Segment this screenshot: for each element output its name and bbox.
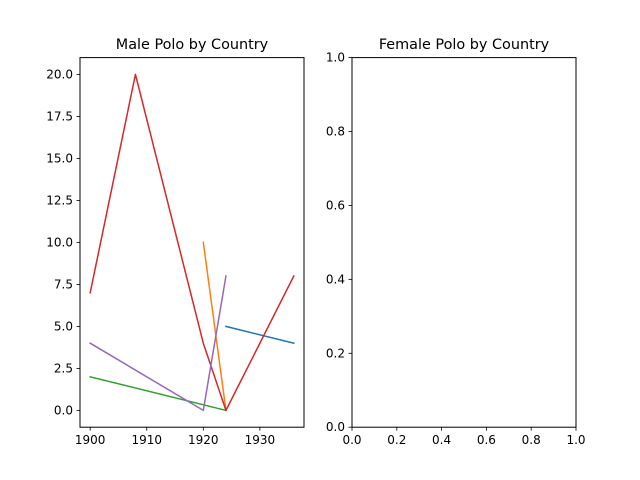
female-polo-frame — [351, 57, 577, 428]
male-polo-axes: Male Polo by Country 1900 1910 1920 1930 0.0… — [46, 37, 305, 447]
male-polo-frame — [79, 57, 305, 428]
male-polo-ticks: 1900 1910 1920 1930 0.0 2.5 5.0 7.5 10.0 12.5 15.0… — [46, 67, 275, 447]
female-polo-x-tick-label: 0.6 — [477, 433, 496, 447]
male-polo-y-tick-label: 0.0 — [54, 403, 73, 417]
male-polo-series-line-2 — [202, 241, 227, 412]
female-polo-y-tick-label: 0.2 — [326, 346, 345, 360]
male-polo-y-tick-label: 5.0 — [54, 319, 73, 333]
female-polo-y-tick-label: 0.4 — [326, 272, 345, 286]
male-polo-x-tick-label: 1930 — [245, 433, 276, 447]
male-polo-y-tick-label: 20.0 — [46, 67, 73, 81]
female-polo-y-tick-label: 1.0 — [326, 51, 345, 65]
male-polo-series-line-5 — [89, 275, 227, 412]
male-polo-y-tick-label: 17.5 — [46, 109, 73, 123]
female-polo-x-tick-label: 1.0 — [566, 433, 585, 447]
female-polo-axes: Female Polo by Country 0.0 0.2 0.4 0.6 0.8 1.… — [326, 37, 586, 447]
male-polo-x-tick-label: 1920 — [188, 433, 219, 447]
male-polo-y-tick-label: 15.0 — [46, 151, 73, 165]
male-polo-x-tick-label: 1910 — [131, 433, 162, 447]
male-polo-title: Male Polo by Country — [116, 37, 269, 53]
male-polo-x-tick-label: 1900 — [75, 433, 106, 447]
female-polo-y-tick-label: 0.0 — [326, 420, 345, 434]
female-polo-x-tick-label: 0.8 — [522, 433, 541, 447]
female-polo-y-tick-label: 0.8 — [326, 125, 345, 139]
female-polo-x-tick-label: 0.2 — [387, 433, 406, 447]
male-polo-y-tick-label: 12.5 — [46, 193, 73, 207]
female-polo-title: Female Polo by Country — [379, 37, 550, 53]
male-polo-series-line-1 — [225, 325, 295, 345]
male-polo-y-tick-label: 10.0 — [46, 235, 73, 249]
male-polo-plot-area — [89, 73, 295, 412]
male-polo-y-tick-label: 7.5 — [54, 277, 73, 291]
male-polo-series-line-4 — [89, 73, 295, 412]
female-polo-x-tick-label: 0.4 — [432, 433, 451, 447]
female-polo-y-tick-label: 0.6 — [326, 198, 345, 212]
female-polo-ticks: 0.0 0.2 0.4 0.6 0.8 1.0 0.0 0.2 0.4 0.6 0.8 1.0 — [326, 51, 586, 448]
male-polo-series-line-3 — [89, 375, 227, 412]
male-polo-y-tick-label: 2.5 — [54, 361, 73, 375]
female-polo-x-tick-label: 0.0 — [342, 433, 361, 447]
